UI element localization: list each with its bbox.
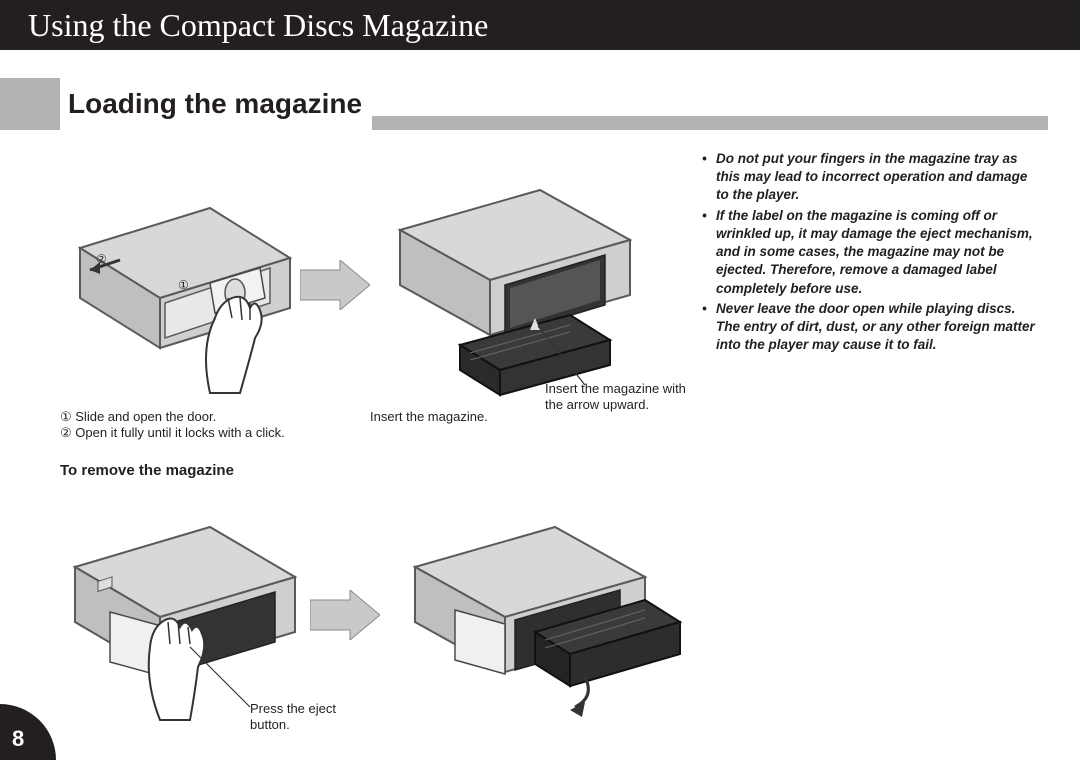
arrow-right-icon	[300, 260, 370, 315]
marker-2: ②	[96, 252, 107, 266]
warning-item: Never leave the door open while play­ing…	[702, 300, 1042, 355]
callout-arrow-up-1: Insert the magazine with	[545, 380, 686, 398]
device-eject-svg	[50, 482, 310, 722]
caption-open-door-2: ② Open it fully until it locks with a cl…	[60, 424, 285, 442]
section-tail	[372, 116, 1048, 130]
title-bar: Using the Compact Discs Magazine	[0, 0, 1080, 50]
illustration-press-eject	[50, 482, 310, 722]
callout-arrow-up-2: the arrow upward.	[545, 396, 649, 414]
arrow-right-icon	[310, 590, 380, 645]
page-number: 8	[12, 726, 24, 752]
callout-eject-2: button.	[250, 716, 290, 734]
callout-eject-1: Press the eject	[250, 700, 336, 718]
illustration-magazine-out	[385, 482, 685, 722]
section-header: Loading the magazine	[0, 78, 1080, 130]
page-title: Using the Compact Discs Magazine	[28, 7, 488, 44]
caption-open-door-1: ① Slide and open the door.	[60, 408, 216, 426]
device-insert-svg	[370, 140, 670, 400]
illustration-insert-magazine	[370, 140, 670, 400]
illustration-open-door: ① ②	[60, 148, 310, 398]
page-number-badge: 8	[0, 704, 56, 760]
device-magazine-out-svg	[385, 482, 685, 722]
section-title: Loading the magazine	[60, 88, 362, 120]
section-accent	[0, 78, 60, 130]
warnings-list: Do not put your fingers in the magazine …	[702, 150, 1042, 356]
warning-item: Do not put your fingers in the magazine …	[702, 150, 1042, 205]
marker-1: ①	[178, 278, 189, 292]
device-open-door-svg	[60, 148, 310, 398]
subsection-title: To remove the magazine	[60, 462, 234, 479]
warning-item: If the label on the magazine is coming o…	[702, 207, 1042, 298]
caption-insert: Insert the magazine.	[370, 408, 488, 426]
